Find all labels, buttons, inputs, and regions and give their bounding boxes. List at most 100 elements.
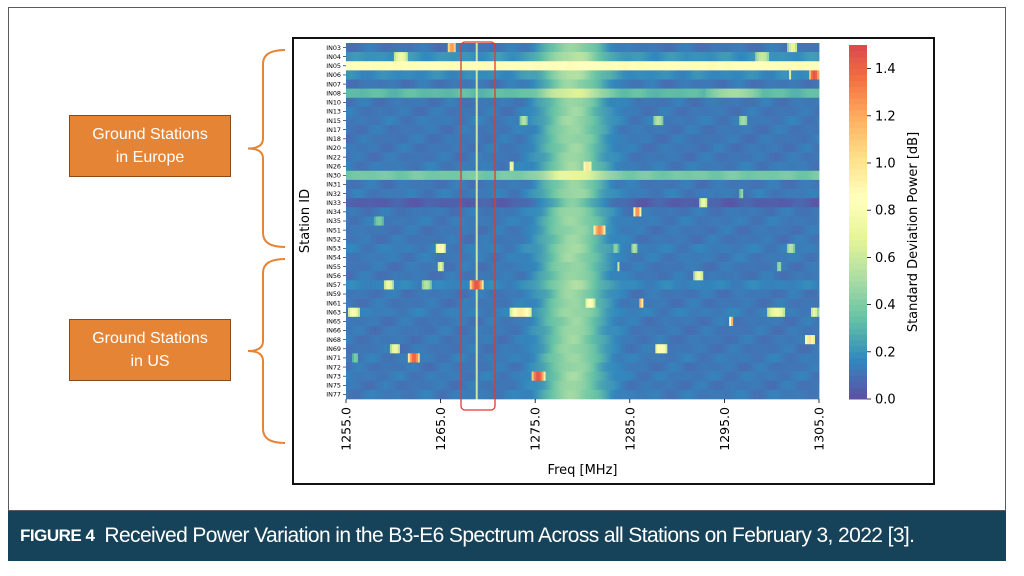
heatmap-cell: [571, 243, 574, 254]
heatmap-cell: [397, 52, 401, 62]
heatmap-cell: [733, 106, 738, 117]
heatmap-cell: [595, 70, 598, 80]
heatmap-cell: [499, 52, 503, 62]
heatmap-cell: [755, 170, 758, 181]
heatmap-cell: [617, 43, 622, 53]
heatmap-cell: [539, 234, 542, 245]
heatmap-cell: [405, 97, 411, 108]
heatmap-cell: [491, 161, 495, 172]
heatmap-cell: [753, 243, 756, 254]
heatmap-cell: [751, 152, 754, 162]
heatmap-cell: [671, 225, 674, 235]
heatmap-cell: [471, 179, 477, 190]
heatmap-cell: [639, 88, 642, 99]
heatmap-cell: [719, 79, 722, 89]
heatmap-cell: [653, 225, 656, 235]
heatmap-cell: [681, 216, 684, 226]
heatmap-cell: [399, 125, 403, 135]
heatmap-cell: [707, 161, 710, 172]
heatmap-cell: [603, 52, 606, 62]
heatmap-cell: [355, 125, 359, 135]
heatmap-cell: [755, 225, 758, 235]
heatmap-cell: [771, 97, 774, 108]
heatmap-cell: [557, 116, 560, 126]
heatmap-cell: [643, 207, 648, 217]
heatmap-cell: [399, 134, 405, 144]
heatmap-cell: [541, 198, 544, 208]
heatmap-cell: [775, 125, 778, 135]
heatmap-cell: [637, 179, 640, 190]
heatmap-cell: [431, 143, 439, 153]
heatmap-cell: [473, 243, 477, 254]
heatmap-cell: [545, 134, 548, 144]
heatmap-cell: [703, 61, 706, 71]
heatmap-cell: [789, 207, 792, 217]
heatmap-cell: [651, 161, 654, 172]
heatmap-cell: [747, 143, 750, 153]
heatmap-cell: [573, 61, 576, 71]
heatmap-cell: [565, 70, 568, 80]
heatmap-cell: [601, 116, 604, 126]
heatmap-cell: [443, 88, 447, 99]
heatmap-cell: [447, 125, 451, 135]
heatmap-cell: [637, 106, 640, 117]
heatmap-cell: [581, 52, 584, 62]
heatmap-cell: [385, 61, 389, 71]
heatmap-cell: [663, 43, 666, 53]
heatmap-cell: [515, 198, 519, 208]
heatmap-cell: [393, 61, 399, 71]
heatmap-cell: [491, 216, 495, 226]
heatmap-cell: [815, 97, 818, 108]
heatmap-cell: [705, 88, 708, 99]
heatmap-cell: [539, 79, 542, 89]
heatmap-cell: [711, 179, 714, 190]
heatmap-cell: [555, 106, 558, 117]
heatmap-cell: [573, 116, 576, 126]
heatmap-cell: [419, 79, 423, 89]
heatmap-cell: [715, 225, 718, 235]
heatmap-cell: [727, 179, 730, 190]
heatmap-cell: [471, 61, 475, 71]
heatmap-cell: [393, 152, 397, 162]
heatmap-cell: [543, 243, 546, 254]
heatmap-cell: [461, 207, 465, 217]
heatmap-cell: [499, 216, 503, 226]
heatmap-cell: [695, 125, 698, 135]
heatmap-cell: [346, 216, 349, 226]
heatmap-cell: [763, 207, 766, 217]
heatmap-cell: [539, 243, 542, 254]
heatmap-cell: [535, 189, 538, 199]
heatmap-cell: [689, 143, 692, 153]
heatmap-cell: [523, 52, 527, 62]
heatmap-cell: [581, 234, 584, 245]
heatmap-cell: [727, 97, 730, 108]
heatmap-cell: [346, 170, 349, 181]
heatmap-cell: [765, 189, 768, 199]
heatmap-cell: [373, 252, 377, 263]
heatmap-cell: [655, 225, 658, 235]
heatmap-cell: [607, 79, 610, 89]
heatmap-cell: [687, 143, 690, 153]
heatmap-cell: [427, 161, 435, 172]
heatmap-cell: [737, 189, 740, 199]
heatmap-cell: [673, 152, 676, 162]
heatmap-cell: [647, 234, 650, 245]
heatmap-cell: [645, 225, 648, 235]
heatmap-cell: [365, 207, 371, 217]
heatmap-cell: [719, 43, 722, 53]
heatmap-cell: [583, 79, 586, 89]
heatmap-cell: [721, 143, 724, 153]
heatmap-cell: [583, 170, 586, 181]
heatmap-cell: [475, 143, 479, 153]
heatmap-cell: [449, 216, 453, 226]
heatmap-cell: [537, 207, 540, 217]
heatmap-cell: [397, 79, 401, 89]
heatmap-cell: [751, 61, 756, 71]
heatmap-cell: [807, 116, 810, 126]
heatmap-cell: [391, 179, 395, 190]
heatmap-cell: [771, 106, 774, 117]
heatmap-cell: [729, 143, 732, 153]
heatmap-cell: [541, 189, 544, 199]
heatmap-cell: [405, 125, 411, 135]
heatmap-cell: [599, 43, 602, 53]
